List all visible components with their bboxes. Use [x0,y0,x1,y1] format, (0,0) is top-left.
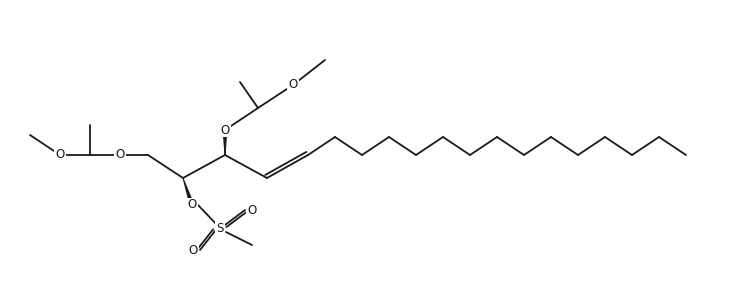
Text: O: O [188,198,196,212]
Text: O: O [247,204,257,217]
Text: O: O [188,243,198,257]
Polygon shape [223,130,227,155]
Text: O: O [288,78,298,92]
Polygon shape [183,178,194,206]
Text: O: O [221,124,229,136]
Text: O: O [115,148,125,162]
Text: O: O [56,148,65,162]
Text: S: S [216,221,224,235]
